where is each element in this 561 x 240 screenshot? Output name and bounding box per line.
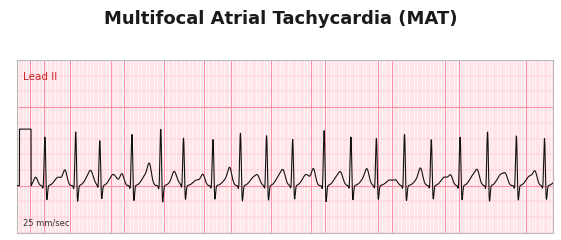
Text: 25 mm/sec: 25 mm/sec [23, 219, 70, 228]
Text: Lead II: Lead II [23, 72, 58, 82]
Text: Multifocal Atrial Tachycardia (MAT): Multifocal Atrial Tachycardia (MAT) [104, 10, 457, 28]
